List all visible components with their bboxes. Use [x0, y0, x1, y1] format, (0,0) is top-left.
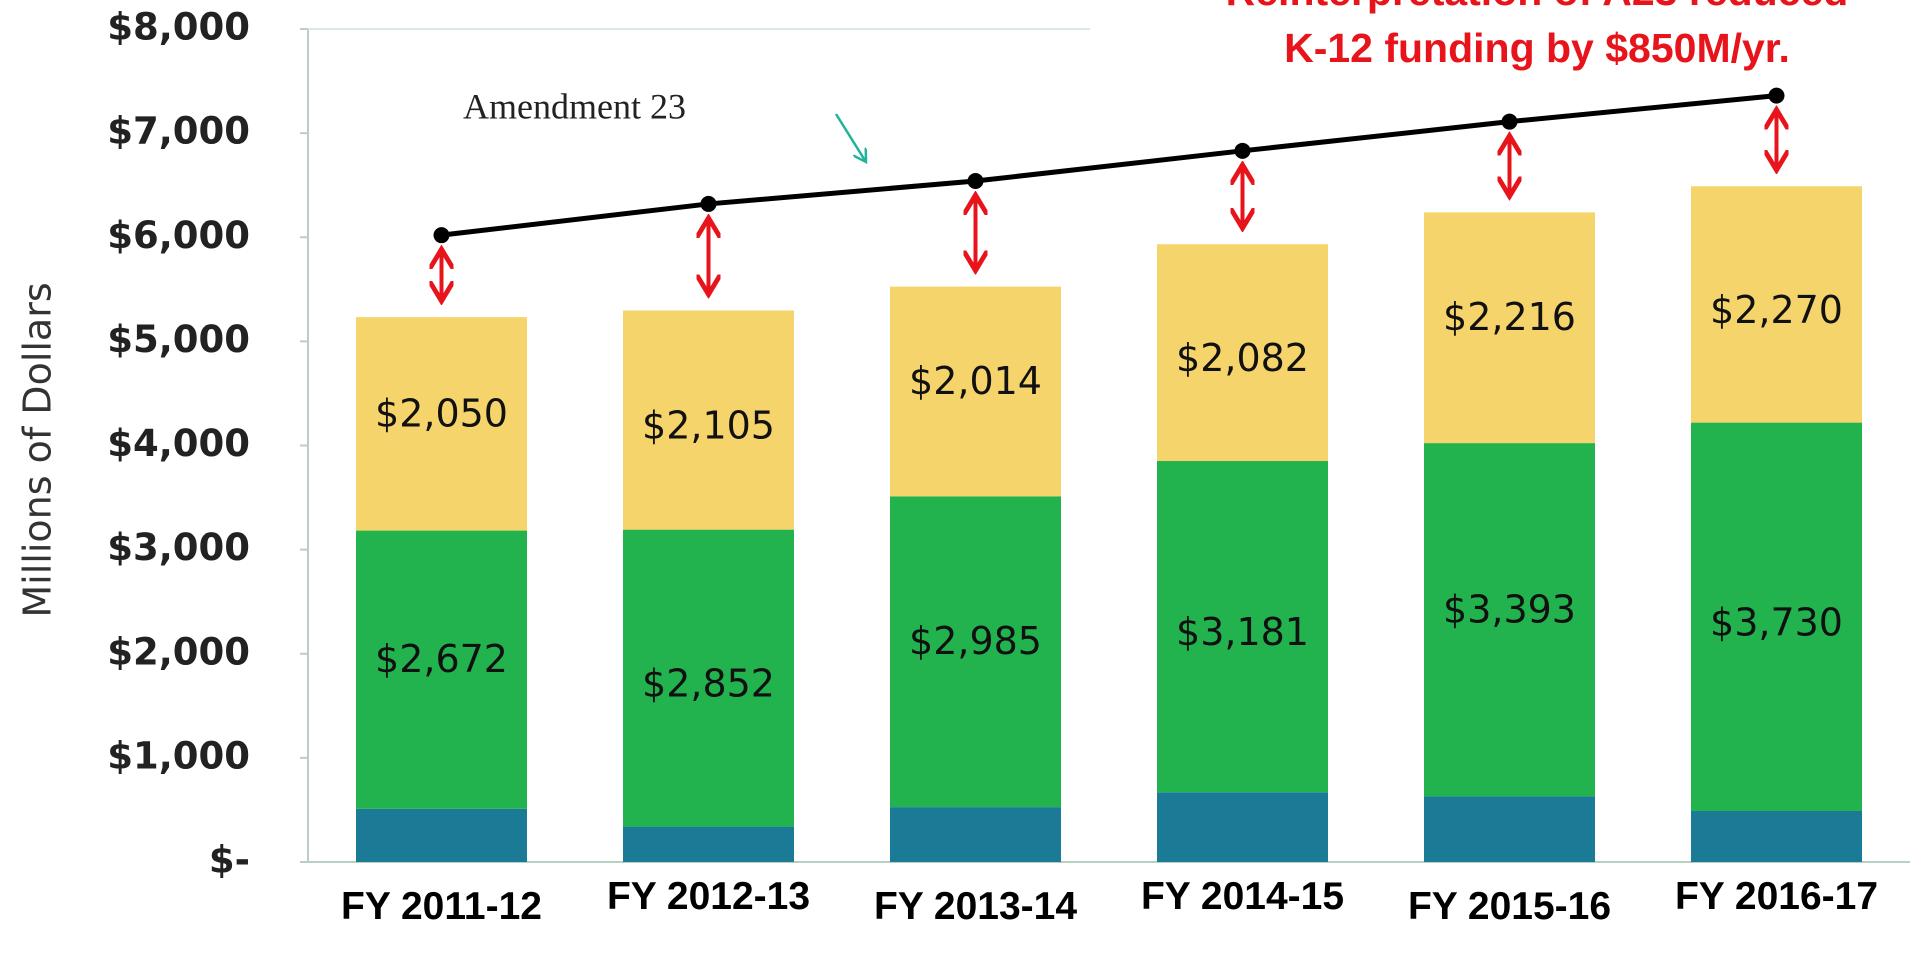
line-point [1234, 142, 1251, 159]
bar-segment [623, 310, 794, 530]
bar-segment [890, 496, 1061, 808]
y-tick-label: $7,000 [107, 110, 250, 153]
line-label-pointer [834, 113, 866, 162]
annotation: K-12 funding by $850M/yr. [1284, 25, 1790, 71]
bar-segment [356, 530, 527, 809]
line-label: Amendment 23 [463, 86, 686, 126]
y-tick-label: $4,000 [107, 422, 250, 465]
line-point [433, 227, 450, 244]
annotation: Reinterpretation of A23 reduced [1226, 0, 1849, 14]
bar-segment [1691, 422, 1862, 811]
value-label: $511 [393, 868, 490, 912]
y-tick-label: $5,000 [107, 318, 250, 361]
value-label: $3,181 [1176, 610, 1309, 654]
value-label: $2,082 [1176, 336, 1309, 380]
x-tick-label: FY 2012-13 [606, 875, 811, 918]
x-tick-label: FY 2011-12 [341, 885, 542, 928]
y-tick-label: $3,000 [107, 526, 250, 569]
bar-segment [1157, 244, 1328, 462]
value-label: $2,672 [375, 637, 508, 681]
bar-segment [890, 807, 1061, 862]
value-label: $3,393 [1443, 587, 1576, 631]
x-tick-label: FY 2014-15 [1140, 875, 1345, 918]
bar-segment [1157, 792, 1328, 862]
bar-segment [1157, 461, 1328, 793]
value-label: $2,105 [642, 404, 775, 448]
value-label: $2,852 [642, 662, 775, 706]
y-tick-label: $2,000 [107, 630, 250, 673]
line-point [700, 195, 717, 212]
bar-segment [1424, 796, 1595, 862]
value-label: $490 [1728, 868, 1825, 912]
value-label: $2,985 [909, 619, 1042, 663]
line-point [967, 173, 984, 190]
value-label: $2,014 [909, 359, 1042, 403]
y-tick-label: $6,000 [107, 214, 250, 257]
value-label: $340 [660, 868, 757, 912]
bar-segment [890, 286, 1061, 497]
y-tick-label: $1,000 [107, 734, 250, 777]
value-label: $3,730 [1710, 600, 1843, 644]
value-label: $630 [1461, 868, 1558, 912]
bar-segment [1424, 212, 1595, 444]
value-label: $670 [1194, 868, 1291, 912]
value-label: $527 [927, 868, 1024, 912]
x-tick-label: FY 2015-16 [1407, 885, 1612, 928]
y-tick-label: $8,000 [107, 6, 250, 49]
bar-segment [356, 317, 527, 531]
x-tick-label: FY 2016-17 [1674, 875, 1879, 918]
line-series [441, 93, 1777, 238]
value-label: $2,270 [1710, 288, 1843, 332]
line-point [1501, 113, 1518, 130]
line-point [1768, 87, 1785, 104]
value-label: $2,216 [1443, 295, 1576, 339]
bar-segment [1691, 186, 1862, 423]
value-label: $2,050 [375, 391, 508, 435]
y-axis-label: Millions of Dollars [16, 282, 60, 617]
bar-segment [1691, 810, 1862, 862]
bar-segment [623, 826, 794, 862]
bar-segment [356, 808, 527, 862]
x-tick-label: FY 2013-14 [873, 885, 1078, 928]
bar-segment [1424, 443, 1595, 797]
y-tick-label: $- [209, 839, 250, 882]
bar-segment [623, 529, 794, 827]
